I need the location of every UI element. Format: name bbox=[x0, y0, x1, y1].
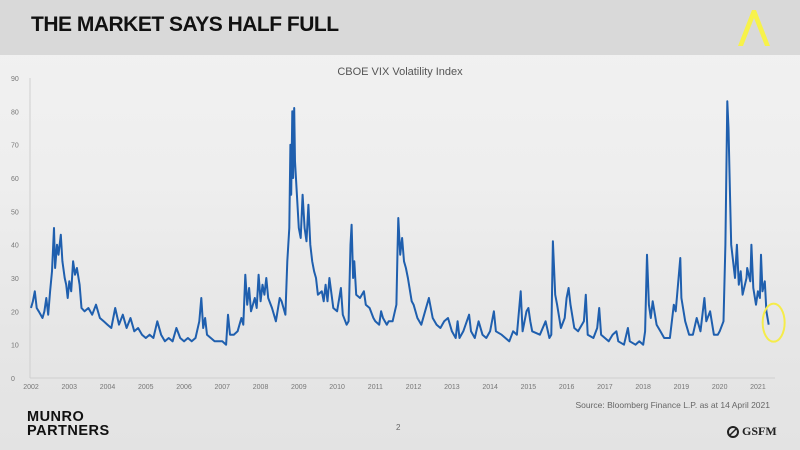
x-tick-label: 2002 bbox=[23, 384, 39, 391]
x-tick-label: 2005 bbox=[138, 384, 154, 391]
chart-title: CBOE VIX Volatility Index bbox=[337, 66, 463, 78]
y-tick-label: 80 bbox=[11, 109, 19, 116]
vix-series-line bbox=[30, 100, 770, 346]
x-tick-label: 2007 bbox=[215, 384, 231, 391]
source-note: Source: Bloomberg Finance L.P. as at 14 … bbox=[575, 400, 770, 410]
y-tick-label: 90 bbox=[11, 76, 19, 83]
x-tick-label: 2003 bbox=[61, 384, 77, 391]
page-number: 2 bbox=[396, 423, 401, 432]
x-tick-label: 2008 bbox=[253, 384, 269, 391]
gsfm-text: GSFM bbox=[742, 424, 777, 438]
y-tick-label: 70 bbox=[11, 143, 19, 150]
x-tick-label: 2004 bbox=[100, 384, 116, 391]
y-tick-label: 60 bbox=[11, 176, 19, 183]
slide-header: THE MARKET SAYS HALF FULL bbox=[0, 0, 800, 55]
x-tick-label: 2012 bbox=[406, 384, 422, 391]
y-tick-label: 50 bbox=[11, 209, 19, 216]
highlight-circle bbox=[761, 302, 786, 343]
gsfm-logo: GSFM bbox=[727, 424, 777, 439]
x-tick-label: 2009 bbox=[291, 384, 307, 391]
gsfm-emblem-icon bbox=[727, 425, 739, 438]
y-tick-label: 40 bbox=[11, 243, 19, 250]
chevron-logo-icon bbox=[738, 10, 770, 46]
slide-title: THE MARKET SAYS HALF FULL bbox=[31, 13, 339, 36]
x-tick-label: 2020 bbox=[712, 384, 728, 391]
x-tick-label: 2016 bbox=[559, 384, 575, 391]
x-tick-label: 2013 bbox=[444, 384, 460, 391]
x-tick-label: 2010 bbox=[329, 384, 345, 391]
y-tick-label: 30 bbox=[11, 276, 19, 283]
logo-line-1: MUNRO bbox=[27, 409, 85, 425]
logo-line-2: PARTNERS bbox=[27, 423, 110, 439]
x-tick-label: 2021 bbox=[750, 384, 766, 391]
munro-partners-logo: MUNRO PARTNERS bbox=[27, 409, 110, 439]
x-tick-label: 2017 bbox=[597, 384, 613, 391]
y-tick-label: 20 bbox=[11, 309, 19, 316]
y-tick-label: 10 bbox=[11, 343, 19, 350]
y-tick-label: 0 bbox=[11, 376, 15, 383]
x-tick-label: 2019 bbox=[674, 384, 690, 391]
x-tick-label: 2006 bbox=[176, 384, 192, 391]
x-tick-label: 2018 bbox=[635, 384, 651, 391]
x-tick-label: 2015 bbox=[521, 384, 537, 391]
x-tick-label: 2011 bbox=[368, 384, 383, 391]
x-tick-label: 2014 bbox=[482, 384, 498, 391]
